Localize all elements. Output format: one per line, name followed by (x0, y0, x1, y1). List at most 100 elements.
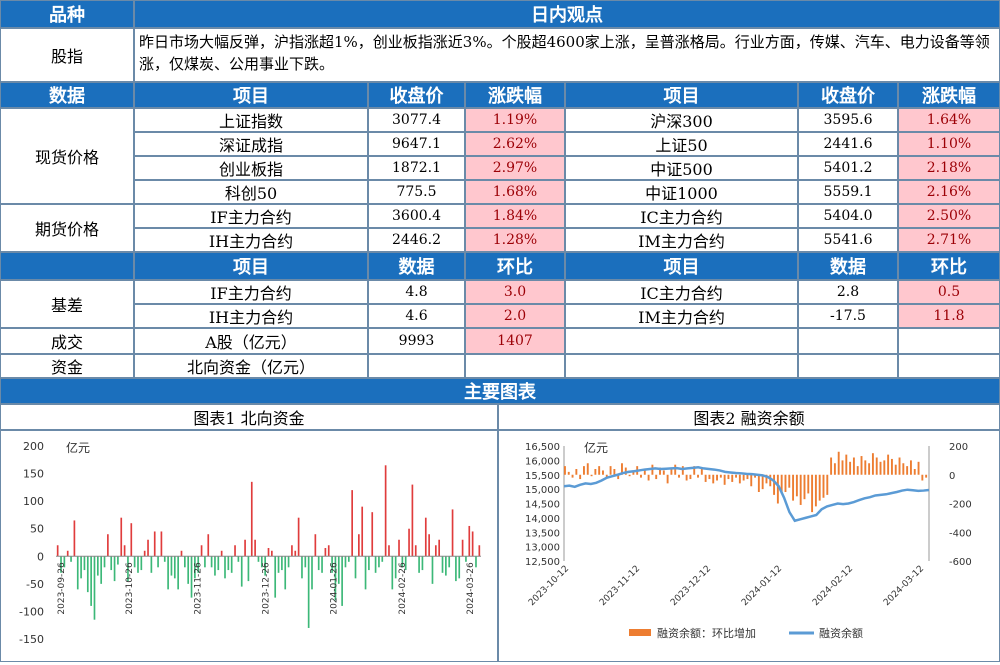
series-line (563, 466, 930, 523)
x-tick-label: 2023-12-12 (669, 564, 713, 608)
item-name: IC主力合约 (565, 204, 798, 228)
bar (80, 556, 82, 579)
bar (719, 474, 722, 478)
bar (301, 556, 303, 579)
empty-cell (465, 354, 565, 378)
bar (66, 550, 69, 557)
bar (571, 474, 574, 478)
bar (438, 539, 441, 557)
bar (670, 469, 673, 475)
bar (103, 556, 106, 568)
bar (331, 556, 333, 573)
bar (586, 463, 589, 475)
bar (689, 474, 692, 480)
chart1-box: 200 150 100 50 0 -50 -100 -150 亿元 2023-09-26 2023-… (0, 430, 498, 662)
y2-tick-label: 0 (949, 471, 955, 482)
bar (567, 471, 570, 475)
bar (140, 556, 143, 571)
bar (746, 474, 749, 480)
bar (163, 556, 166, 562)
bar (795, 474, 798, 497)
bar (609, 466, 612, 475)
bar (224, 556, 226, 579)
bar (237, 556, 240, 562)
bar (852, 457, 855, 475)
bar (107, 534, 109, 557)
y-tick-label: 0 (37, 550, 44, 563)
y-tick-label: -150 (19, 633, 44, 646)
empty-cell (898, 354, 1000, 378)
y-tick-label: 13,000 (525, 543, 560, 554)
bar (197, 556, 200, 573)
chart2-box: 16,500 16,000 15,500 15,000 14,500 14,000 13,5… (498, 430, 1000, 662)
x-tick-label: 2024-03-12 (882, 564, 926, 608)
bar (321, 556, 323, 573)
bar (117, 556, 119, 565)
bar (605, 474, 608, 478)
bar (868, 463, 871, 475)
bar (204, 556, 206, 568)
bar (811, 474, 814, 513)
bar (883, 460, 886, 475)
item-change: 2.62% (465, 132, 565, 156)
bar (281, 556, 283, 571)
bar (384, 465, 387, 557)
bar (210, 556, 213, 568)
x-tick-label: 2024-01-26 (330, 562, 340, 615)
bar (659, 467, 661, 475)
empty-cell (565, 328, 798, 354)
bar (712, 474, 715, 484)
bar (849, 461, 852, 475)
bar (475, 556, 477, 568)
chart1-title: 图表1 北向资金 (0, 404, 498, 430)
item-name: IH主力合约 (134, 228, 368, 252)
bar (697, 474, 699, 478)
bar (150, 556, 153, 573)
bar (894, 464, 897, 475)
y-tick-label: 100 (23, 495, 44, 508)
empty-cell (368, 354, 465, 378)
bar (421, 556, 424, 571)
bar (860, 456, 863, 475)
bar (693, 466, 696, 475)
bar (200, 545, 203, 557)
bar (913, 469, 916, 475)
bar (264, 556, 266, 576)
bar (735, 474, 737, 478)
bar (807, 474, 810, 494)
bar (925, 474, 928, 478)
bar (364, 556, 367, 590)
bar (187, 556, 190, 584)
item-name: 上证指数 (134, 108, 368, 132)
y2-tick-label: 200 (949, 442, 968, 453)
bar (731, 474, 734, 482)
bar (374, 556, 377, 573)
bar (564, 466, 566, 475)
bar (190, 556, 193, 598)
bar (194, 556, 196, 579)
item-change: 2.18% (898, 156, 1000, 180)
bar (240, 556, 243, 587)
bar (291, 545, 293, 557)
bar (414, 545, 417, 557)
basis-header-c7: 环比 (898, 252, 1000, 280)
price-header-close: 收盘价 (368, 82, 465, 108)
bar (465, 556, 467, 562)
x-tick-label: 2023-11-12 (598, 564, 642, 608)
bar (147, 539, 149, 557)
bar (575, 469, 578, 475)
view-text: 昨日市场大幅反弹，沪指涨超1%，创业板指涨近3%。个股超4600家上涨，呈普涨格… (134, 28, 1000, 82)
bar (391, 556, 394, 590)
x-tick-label: 2023-10-26 (125, 562, 135, 615)
item-change: 1.10% (898, 132, 1000, 156)
bar (837, 451, 840, 475)
bar (267, 548, 270, 557)
bar (177, 556, 179, 590)
bar (700, 469, 703, 475)
bar (431, 556, 434, 584)
item-name: IM主力合约 (565, 228, 798, 252)
y-tick-label: 150 (23, 468, 44, 481)
empty-cell (798, 328, 898, 354)
bar (458, 556, 461, 579)
